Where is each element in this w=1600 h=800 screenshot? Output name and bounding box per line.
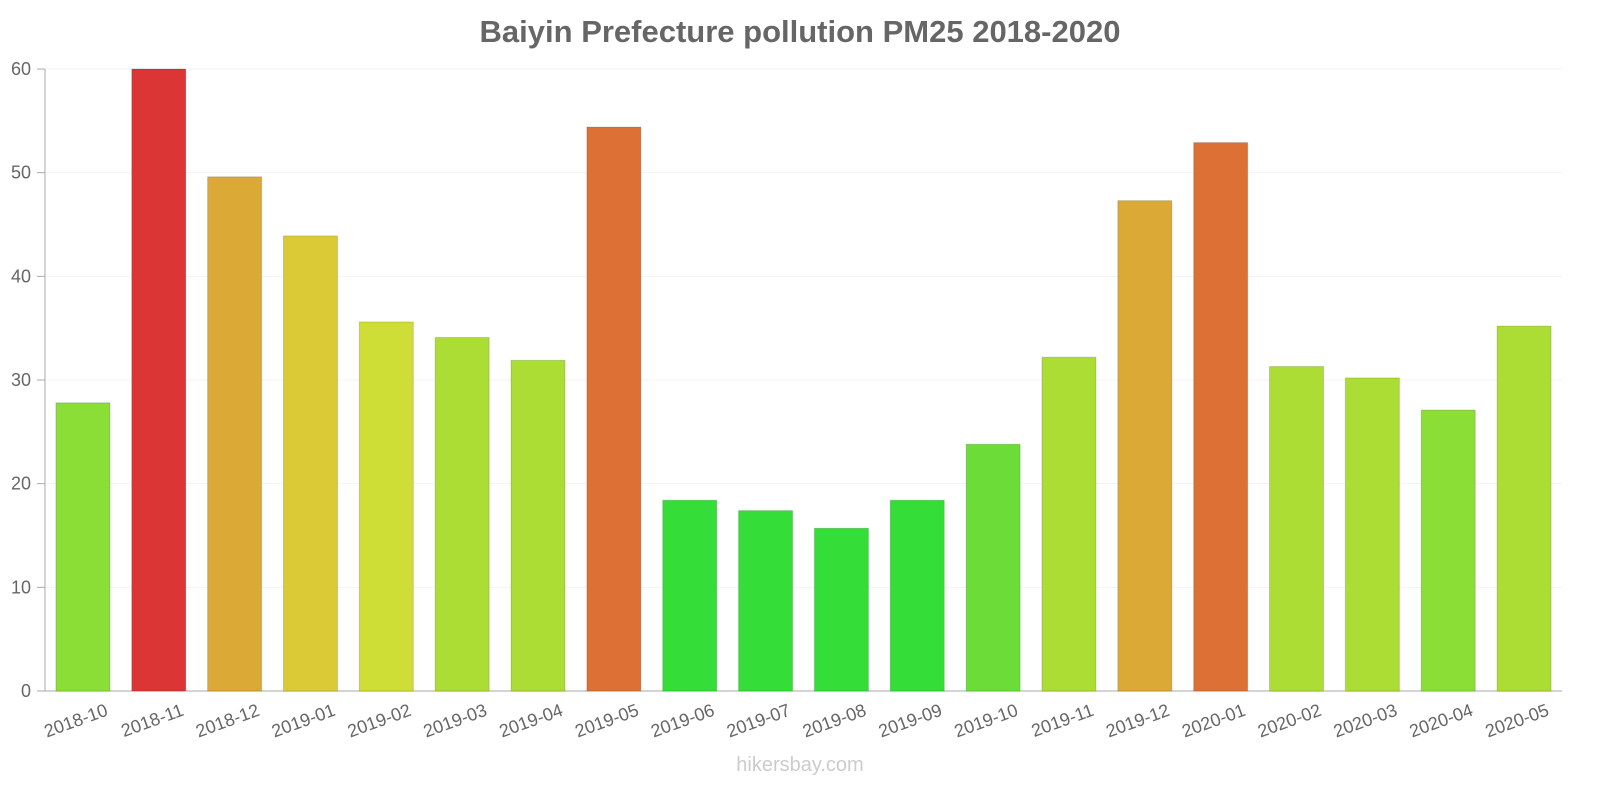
bar-2019-10 [965,443,1021,692]
x-tick-label: 2020-04 [1407,700,1476,741]
y-tick-label: 30 [11,370,31,390]
x-tick-label: 2018-12 [193,700,262,741]
x-tick-label: 2020-01 [1179,700,1248,741]
x-tick-label: 2019-05 [572,700,641,741]
x-tick-label: 2019-08 [800,700,869,741]
x-tick-label: 2019-11 [1029,700,1097,741]
bar-2019-08 [813,527,869,692]
y-tick-label: 10 [11,577,31,597]
y-tick-label: 40 [11,266,31,286]
bar-2019-03 [434,336,490,692]
bar-2018-12 [207,176,263,692]
bar-2020-01 [1193,142,1249,692]
x-tick-label: 2018-10 [41,700,110,741]
bar-2019-01 [282,235,338,692]
x-tick-label: 2020-02 [1255,700,1324,741]
bar-2019-02 [358,321,414,692]
x-tick-label: 2019-12 [1103,700,1172,741]
x-tick-label: 2019-04 [496,700,565,741]
chart-title: Baiyin Prefecture pollution PM25 2018-20… [479,14,1121,49]
bar-2019-09 [889,499,945,692]
bar-2020-04 [1420,409,1476,692]
y-tick-label: 0 [21,681,31,701]
watermark: hikersbay.com [736,754,864,776]
x-tick-label: 2018-11 [118,700,186,741]
y-tick-label: 60 [11,59,31,79]
bar-2019-12 [1117,200,1173,692]
x-tick-label: 2019-07 [724,700,793,741]
bar-2019-06 [662,499,718,692]
x-tick-label: 2019-02 [345,700,414,741]
x-tick-label: 2020-03 [1331,700,1400,741]
x-tick-label: 2019-03 [421,700,490,741]
bar-2019-04 [510,359,566,692]
bar-2019-07 [738,510,794,692]
bar-2020-02 [1269,366,1325,692]
x-tick-label: 2019-09 [876,700,945,741]
bar-2020-05 [1496,325,1552,692]
x-tick-label: 2019-01 [269,700,338,741]
x-tick-label: 2019-06 [648,700,717,741]
bar-2019-11 [1041,356,1097,692]
y-tick-label: 20 [11,474,31,494]
bar-2018-11 [131,68,187,692]
bar-2018-10 [55,402,111,692]
bar-2020-03 [1344,377,1400,692]
bar-2019-05 [586,126,642,692]
x-tick-label: 2019-10 [952,700,1021,741]
y-tick-label: 50 [11,163,31,183]
x-tick-label: 2020-05 [1483,700,1552,741]
